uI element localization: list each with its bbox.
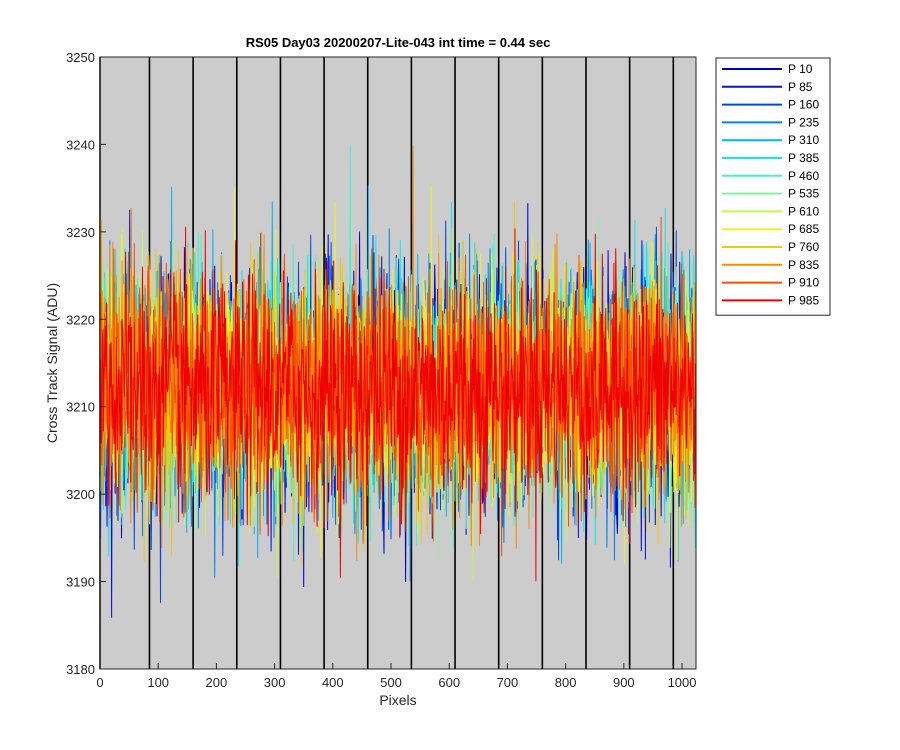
x-tick-label-3: 300 bbox=[264, 675, 286, 690]
y-tick-label-7: 3250 bbox=[66, 50, 95, 65]
y-axis-label: Cross Track Signal (ADU) bbox=[44, 283, 60, 443]
x-tick-label-7: 700 bbox=[497, 675, 519, 690]
legend-label-p-535: P 535 bbox=[788, 187, 819, 201]
legend-label-p-610: P 610 bbox=[788, 204, 819, 218]
legend-label-p-385: P 385 bbox=[788, 151, 819, 165]
legend-label-p-985: P 985 bbox=[788, 293, 819, 307]
legend-label-p-910: P 910 bbox=[788, 276, 819, 290]
legend-label-p-10: P 10 bbox=[788, 62, 813, 76]
x-tick-label-10: 1000 bbox=[668, 675, 697, 690]
y-axis: 3180 3190 3200 3210 3220 3230 3240 3250 bbox=[66, 50, 106, 677]
legend-label-p-760: P 760 bbox=[788, 240, 819, 254]
series-line-p-985 bbox=[99, 226, 697, 582]
y-tick-label-0: 3180 bbox=[66, 662, 95, 677]
x-tick-label-2: 200 bbox=[206, 675, 228, 690]
legend-label-p-310: P 310 bbox=[788, 133, 819, 147]
legend-box bbox=[715, 57, 831, 316]
legend-label-p-460: P 460 bbox=[788, 169, 819, 183]
x-axis: 0 100 200 300 400 500 600 700 800 900 1000 bbox=[96, 663, 696, 690]
x-tick-label-5: 500 bbox=[380, 675, 402, 690]
legend-label-p-835: P 835 bbox=[788, 258, 819, 272]
legend-label-p-85: P 85 bbox=[788, 80, 813, 94]
y-tick-label-6: 3240 bbox=[66, 137, 95, 152]
legend-label-p-160: P 160 bbox=[788, 98, 819, 112]
y-tick-label-1: 3190 bbox=[66, 575, 95, 590]
x-tick-label-0: 0 bbox=[96, 675, 103, 690]
x-tick-label-9: 900 bbox=[613, 675, 635, 690]
x-tick-label-1: 100 bbox=[147, 675, 169, 690]
x-tick-label-4: 400 bbox=[322, 675, 344, 690]
x-tick-label-8: 800 bbox=[555, 675, 577, 690]
data-series bbox=[99, 145, 697, 618]
y-tick-label-3: 3210 bbox=[66, 400, 95, 415]
y-tick-label-5: 3230 bbox=[66, 225, 95, 240]
x-tick-label-6: 600 bbox=[438, 675, 460, 690]
legend-label-p-685: P 685 bbox=[788, 222, 819, 236]
y-tick-label-2: 3200 bbox=[66, 487, 95, 502]
legend-label-p-235: P 235 bbox=[788, 115, 819, 129]
legend: P 10 P 85 P 160 P 235 P 310 P 385 P 460 P 535 P … bbox=[715, 57, 831, 316]
y-tick-label-4: 3220 bbox=[66, 312, 95, 327]
x-axis-label: Pixels bbox=[379, 692, 416, 708]
chart-title: RS05 Day03 20200207-Lite-043 int time = … bbox=[246, 35, 551, 50]
plot-frame bbox=[99, 56, 697, 670]
